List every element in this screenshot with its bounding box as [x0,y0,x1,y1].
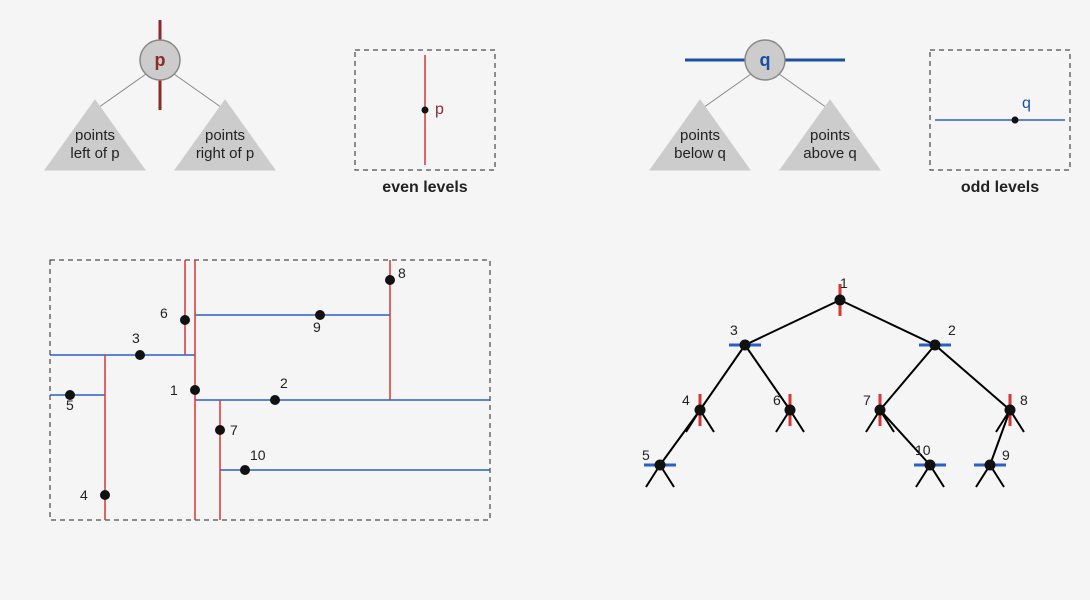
kd-tree-diagram: ppointsleft of ppointsright of ppeven le… [0,0,1090,600]
svg-text:even levels: even levels [382,179,468,196]
svg-text:4: 4 [80,487,88,503]
svg-text:p: p [155,50,166,70]
svg-text:p: p [435,101,444,118]
svg-text:9: 9 [1002,447,1010,463]
svg-text:8: 8 [398,265,406,281]
svg-text:q: q [1022,95,1031,112]
svg-text:5: 5 [642,447,650,463]
svg-text:below q: below q [674,145,726,162]
svg-text:9: 9 [313,319,321,335]
svg-text:5: 5 [66,397,74,413]
svg-text:10: 10 [915,442,931,458]
svg-text:left of p: left of p [70,145,119,162]
svg-text:4: 4 [682,392,690,408]
svg-text:1: 1 [170,382,178,398]
svg-text:points: points [810,127,850,144]
svg-text:6: 6 [160,305,168,321]
svg-text:3: 3 [132,330,140,346]
svg-text:7: 7 [230,422,238,438]
svg-text:q: q [760,50,771,70]
svg-text:10: 10 [250,447,266,463]
svg-text:points: points [680,127,720,144]
svg-text:2: 2 [280,375,288,391]
svg-text:2: 2 [948,322,956,338]
svg-text:3: 3 [730,322,738,338]
svg-text:6: 6 [773,392,781,408]
svg-text:1: 1 [840,275,848,291]
svg-text:odd levels: odd levels [961,179,1039,196]
svg-text:above q: above q [803,145,856,162]
svg-text:points: points [205,127,245,144]
svg-text:8: 8 [1020,392,1028,408]
svg-text:right of p: right of p [196,145,254,162]
svg-text:7: 7 [863,392,871,408]
svg-text:points: points [75,127,115,144]
